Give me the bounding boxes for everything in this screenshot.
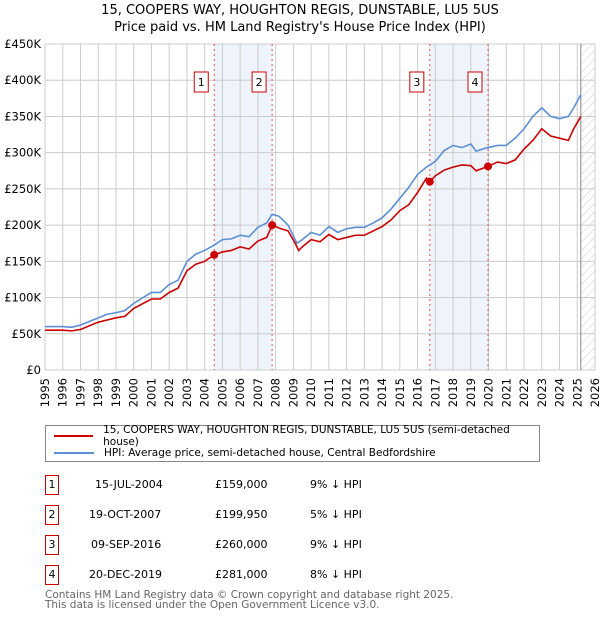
footer: Contains HM Land Registry data © Crown c… [45, 589, 454, 611]
y-tick-label: £400K [4, 73, 41, 87]
x-tick-label: 2020 [482, 378, 496, 407]
sale-row: 2 19-OCT-2007 £199,950 5% ↓ HPI [45, 505, 565, 525]
sale-price: £199,950 [215, 508, 268, 521]
chart-title: 15, COOPERS WAY, HOUGHTON REGIS, DUNSTAB… [101, 3, 499, 18]
legend-item-hpi: HPI: Average price, semi-detached house,… [54, 446, 436, 460]
x-tick-label: 2023 [535, 378, 549, 407]
x-tick-label: 2019 [464, 378, 478, 407]
x-tick-label: 2012 [340, 378, 354, 407]
sale-price: £281,000 [215, 568, 268, 581]
y-tick-label: £50K [12, 327, 42, 341]
legend: 15, COOPERS WAY, HOUGHTON REGIS, DUNSTAB… [45, 424, 540, 462]
x-tick-label: 2015 [393, 378, 407, 407]
x-tick-label: 2013 [357, 378, 371, 407]
sale-label-box [251, 71, 267, 93]
sale-point [425, 177, 434, 186]
x-tick-label: 2004 [198, 378, 212, 407]
x-tick-label: 2001 [144, 378, 158, 407]
x-tick-label: 2000 [127, 378, 141, 407]
legend-swatch-red [54, 435, 94, 437]
x-tick-label: 2010 [304, 378, 318, 407]
x-tick-label: 2021 [499, 378, 513, 407]
sale-point [210, 250, 219, 259]
sale-badge: 2 [45, 505, 59, 525]
y-tick-label: £150K [4, 254, 41, 268]
legend-label: HPI: Average price, semi-detached house,… [104, 447, 436, 459]
x-tick-label: 2008 [269, 378, 283, 407]
x-tick-label: 2005 [215, 378, 229, 407]
sale-label: 3 [413, 76, 420, 89]
sale-label-box [467, 71, 483, 93]
x-tick-label: 2022 [517, 378, 531, 407]
chart-subtitle: Price paid vs. HM Land Registry's House … [114, 20, 486, 35]
sale-hpi-diff: 9% ↓ HPI [310, 538, 362, 551]
legend-swatch-blue [54, 452, 94, 454]
sale-label-box [409, 71, 425, 93]
sale-row: 1 15-JUL-2004 £159,000 9% ↓ HPI [45, 475, 565, 495]
x-tick-label: 2026 [588, 378, 600, 407]
x-tick-label: 2014 [375, 378, 389, 407]
sale-row: 4 20-DEC-2019 £281,000 8% ↓ HPI [45, 565, 565, 585]
sale-point [268, 221, 277, 230]
x-tick-label: 2009 [286, 378, 300, 407]
sale-date: 19-OCT-2007 [89, 508, 162, 521]
x-tick-label: 1998 [91, 378, 105, 407]
footer-line-1: Contains HM Land Registry data © Crown c… [45, 589, 454, 601]
x-tick-label: 2025 [570, 378, 584, 407]
footer-line-2: This data is licensed under the Open Gov… [45, 599, 380, 611]
shaded-range [214, 44, 273, 370]
x-tick-label: 2002 [162, 378, 176, 407]
sale-price: £260,000 [215, 538, 268, 551]
sale-badge: 1 [45, 475, 59, 495]
sale-badge: 4 [45, 565, 59, 585]
forecast-hatch [580, 44, 595, 370]
sale-label-box [193, 71, 209, 93]
y-tick-label: £350K [4, 109, 41, 123]
x-tick-label: 2016 [411, 378, 425, 407]
y-tick-label: £0 [26, 363, 41, 377]
x-tick-label: 1996 [56, 378, 70, 407]
sale-hpi-diff: 5% ↓ HPI [310, 508, 362, 521]
legend-item-property: 15, COOPERS WAY, HOUGHTON REGIS, DUNSTAB… [54, 424, 539, 448]
y-tick-label: £250K [4, 182, 41, 196]
hpi-line [45, 94, 582, 329]
sale-price: £159,000 [215, 478, 268, 491]
x-tick-label: 2006 [233, 378, 247, 407]
y-tick-label: £450K [4, 37, 41, 51]
x-tick-label: 1995 [38, 378, 52, 407]
y-tick-label: £100K [4, 291, 41, 305]
sale-label: 1 [198, 76, 205, 89]
x-tick-label: 2017 [428, 378, 442, 407]
sale-date: 20-DEC-2019 [89, 568, 163, 581]
x-tick-label: 2018 [446, 378, 460, 407]
price-chart: 1995 1996 1997 1998 1999 2000 2001 2002 2003 2004… [4, 37, 600, 407]
legend-label: 15, COOPERS WAY, HOUGHTON REGIS, DUNSTAB… [103, 424, 510, 448]
x-tick-label: 1999 [109, 378, 123, 407]
sale-date: 09-SEP-2016 [91, 538, 162, 551]
x-tick-label: 2024 [553, 378, 567, 407]
x-tick-label: 2003 [180, 378, 194, 407]
sale-date: 15-JUL-2004 [95, 478, 163, 491]
sale-badge: 3 [45, 535, 59, 555]
sale-label: 2 [256, 76, 263, 89]
x-tick-label: 1997 [73, 378, 87, 407]
sale-hpi-diff: 9% ↓ HPI [310, 478, 362, 491]
sale-point [484, 162, 493, 171]
y-tick-label: £300K [4, 146, 41, 160]
sale-hpi-diff: 8% ↓ HPI [310, 568, 362, 581]
property-price-line [45, 116, 582, 332]
y-tick-label: £200K [4, 218, 41, 232]
x-tick-label: 2011 [322, 378, 336, 407]
x-tick-label: 2007 [251, 378, 265, 407]
sale-label: 4 [472, 76, 479, 89]
sale-row: 3 09-SEP-2016 £260,000 9% ↓ HPI [45, 535, 565, 555]
shaded-range [429, 44, 489, 370]
